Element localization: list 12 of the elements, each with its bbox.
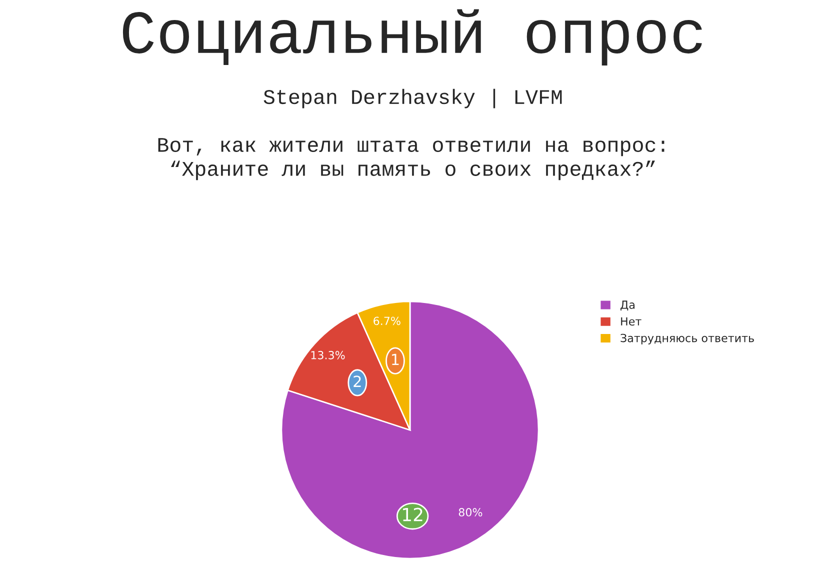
legend-label: Нет (621, 317, 642, 326)
pie-slice (280, 300, 540, 560)
text: 2 (354, 376, 361, 387)
text: Stepan Derzhavsky | LVFM Вот, как жители штата ответили на вопрос: “Храните ли вы память о своих предках?” (158, 88, 664, 180)
text: 1 (392, 354, 399, 366)
data-label: 6.7% (374, 316, 400, 326)
legend-label: Затрудняюсь ответить (620, 334, 754, 344)
chart-title: Социальный опрос (122, 9, 702, 66)
legend-label: Да (620, 300, 634, 311)
data-label: 80% (458, 508, 482, 516)
text: 12 (403, 508, 422, 522)
data-label: 13.3% (311, 350, 345, 360)
